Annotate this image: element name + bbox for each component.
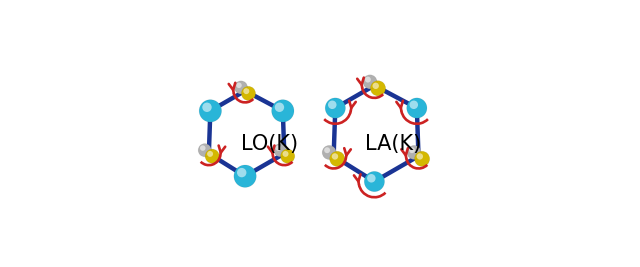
Circle shape [275, 145, 281, 151]
Circle shape [241, 86, 255, 100]
Circle shape [328, 100, 337, 109]
Circle shape [234, 165, 256, 187]
Circle shape [364, 171, 385, 192]
Circle shape [198, 144, 211, 157]
Circle shape [237, 168, 246, 177]
Circle shape [415, 151, 429, 167]
Text: LA(K): LA(K) [365, 134, 422, 154]
Circle shape [372, 83, 379, 89]
Circle shape [409, 147, 415, 153]
Circle shape [322, 146, 336, 159]
Circle shape [202, 103, 212, 112]
Circle shape [205, 149, 220, 163]
Circle shape [367, 174, 376, 183]
Circle shape [324, 147, 330, 153]
Text: LO(K): LO(K) [241, 134, 298, 154]
Circle shape [330, 151, 345, 167]
Circle shape [234, 81, 248, 94]
Circle shape [282, 151, 289, 157]
Circle shape [371, 81, 386, 96]
Circle shape [275, 103, 284, 112]
Circle shape [407, 146, 421, 159]
Circle shape [199, 100, 221, 122]
Circle shape [410, 100, 418, 109]
Circle shape [365, 77, 371, 83]
Circle shape [406, 98, 427, 118]
Circle shape [363, 75, 377, 89]
Circle shape [236, 83, 242, 88]
Circle shape [325, 98, 346, 118]
Circle shape [280, 149, 295, 163]
Circle shape [332, 153, 338, 160]
Circle shape [243, 88, 250, 94]
Circle shape [271, 100, 294, 122]
Circle shape [200, 145, 205, 151]
Circle shape [207, 151, 213, 157]
Circle shape [274, 144, 287, 157]
Circle shape [417, 153, 423, 160]
